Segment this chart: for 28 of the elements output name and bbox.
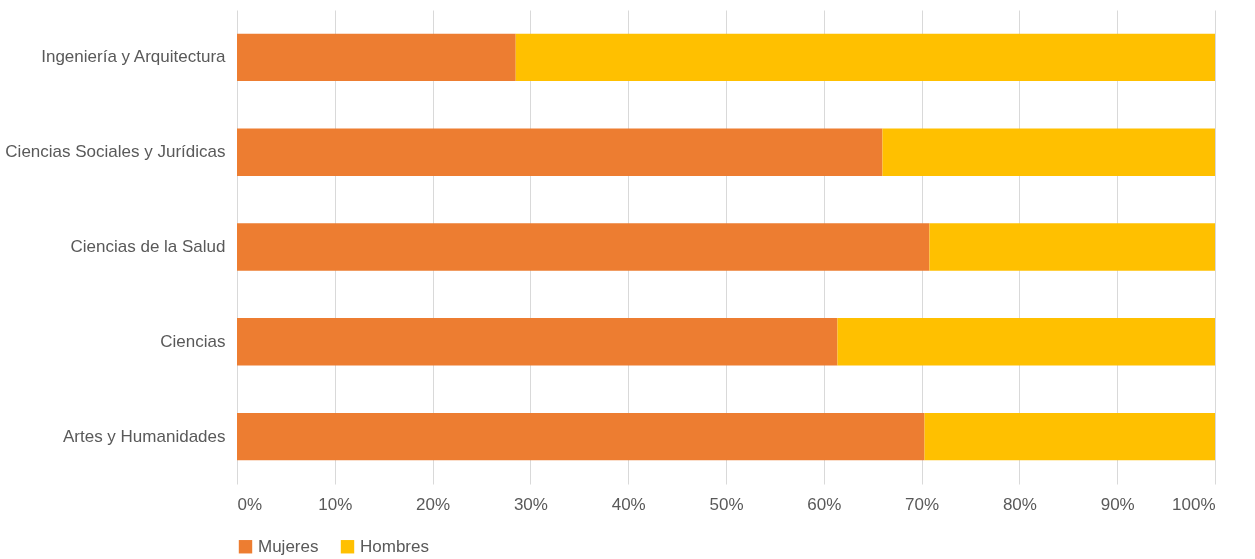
x-tick-label: 80% [1002,494,1037,514]
x-tick-label: 100% [1172,494,1216,514]
x-tick-label: 0% [237,494,263,514]
bar [237,318,838,366]
bar [515,33,1215,82]
x-tick-label: 20% [416,494,451,514]
y-tick-label: Ciencias [160,331,226,351]
x-tick-label: 30% [513,494,548,514]
y-tick-label: Artes y Humanidades [62,426,226,446]
x-tick-label: 50% [709,494,744,514]
bar [924,412,1215,461]
y-tick-label: Ciencias de la Salud [70,237,226,256]
x-tick-label: 10% [318,494,353,514]
legend-label: Mujeres [258,536,319,556]
bar [237,128,883,176]
bar [237,412,925,461]
bar [237,223,930,271]
bar [929,223,1215,271]
bar [882,128,1215,176]
bar [837,318,1215,366]
x-tick-label: 70% [905,494,940,514]
x-tick-label: 60% [807,494,842,514]
bar [237,33,516,82]
x-tick-label: 90% [1100,494,1135,514]
legend-label: Hombres [360,536,429,556]
x-tick-label: 40% [611,494,646,514]
y-tick-label: Ingeniería y Arquitectura [41,47,227,67]
y-tick-label: Ciencias Sociales y Jurídicas [5,142,226,162]
